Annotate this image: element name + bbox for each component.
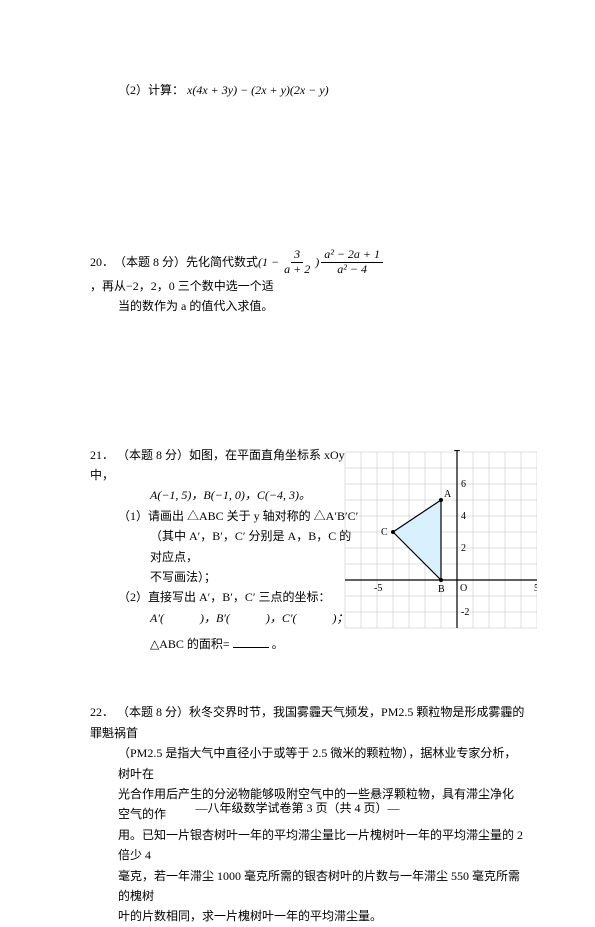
q20-num: 20． (90, 252, 114, 272)
q20-mid: ) (315, 252, 319, 272)
q21-area-blank[interactable] (233, 636, 269, 648)
calc-expr: x(4x + 3y) − (2x + y)(2x − y) (187, 83, 329, 97)
q20-frac1-num: 3 (291, 248, 303, 262)
svg-text:-5: -5 (374, 583, 382, 594)
graph-svg: -55-2246xyOABC (337, 450, 537, 630)
q22-l2: （PM2.5 是指大气中直径小于或等于 2.5 微米的颗粒物），据林业专家分析，… (118, 746, 516, 780)
q22-l1: （本题 8 分）秋冬交界时节，我国雾霾天气频发，PM2.5 颗粒物是形成雾霾的罪… (90, 705, 524, 739)
q22-l4: 用。已知一片银杏树叶一年的平均滞尘量比一片槐树叶一年的平均滞尘量的 2 倍少 4 (118, 828, 523, 862)
q20-frac2-num: a² − 2a + 1 (321, 248, 383, 262)
q22-num: 22． (90, 705, 114, 719)
svg-text:2: 2 (461, 543, 466, 554)
q20-lp: (1 − (258, 252, 279, 272)
q21-p2: （2）直接写出 A′，B′，C′ 三点的坐标： (118, 590, 331, 604)
q21-p1c: 不写画法）； (150, 570, 216, 584)
calc-subquestion: （2）计算： x(4x + 3y) − (2x + y)(2x − y) (90, 80, 525, 100)
q22-l6: 叶的片数相同，求一片槐树叶一年的平均滞尘量。 (118, 909, 382, 923)
q21: 21． （本题 8 分）如图，在平面直角坐标系 xOy 中， A(−1, 5)，… (90, 445, 360, 655)
q21-num: 21． (90, 448, 114, 462)
q21-pts: A(−1, 5)，B(−1, 0)，C(−4, 3)。 (150, 488, 311, 502)
q20-frac2-den: a² − 4 (334, 263, 370, 276)
calc-label: （2）计算： (118, 83, 184, 97)
q21-p1: （1）请画出 △ABC 关于 y 轴对称的 △A′B′C′ (118, 509, 358, 523)
q21-intro: （本题 8 分）如图，在平面直角坐标系 xOy 中， (90, 448, 345, 482)
svg-text:C: C (381, 527, 388, 538)
q20-post: ，再从−2，2，0 三个数中选一个适 (90, 276, 274, 296)
work-space-2 (90, 335, 525, 445)
q20: 20． （本题 8 分）先化简代数式 (1 − 3 a + 2 ) a² − 2… (90, 248, 525, 316)
svg-text:A: A (444, 489, 452, 500)
svg-text:B: B (438, 584, 445, 595)
q20-frac1-den: a + 2 (281, 263, 313, 276)
q20-line2: 当的数作为 a 的值代入求值。 (118, 299, 273, 313)
q20-frac2: a² − 2a + 1 a² − 4 (321, 248, 383, 275)
svg-text:-2: -2 (461, 607, 469, 618)
page-footer: —八年级数学试卷第 3 页（共 4 页）— (0, 799, 595, 816)
svg-text:4: 4 (461, 511, 466, 522)
q21-p1b: （其中 A′，B′，C′ 分别是 A，B，C 的对应点， (150, 529, 351, 563)
q20-frac1: 3 a + 2 (281, 248, 313, 275)
svg-text:6: 6 (461, 479, 466, 490)
q22-l5: 毫克，若一年滞尘 1000 毫克所需的银杏树叶的片数与一年滞尘 550 毫克所需… (118, 869, 520, 903)
q20-pre: （本题 8 分）先化简代数式 (114, 252, 258, 272)
svg-text:O: O (460, 583, 467, 594)
footer-text: —八年级数学试卷第 3 页（共 4 页）— (195, 801, 399, 815)
q21-area-suffix: 。 (272, 637, 284, 651)
q21-p2fill: A′( )，B′( )，C′( )； (150, 611, 349, 625)
work-space (90, 118, 525, 248)
svg-text:5: 5 (534, 583, 537, 594)
coordinate-figure: -55-2246xyOABC (337, 450, 537, 630)
q21-area-label: △ABC 的面积= (150, 637, 230, 651)
